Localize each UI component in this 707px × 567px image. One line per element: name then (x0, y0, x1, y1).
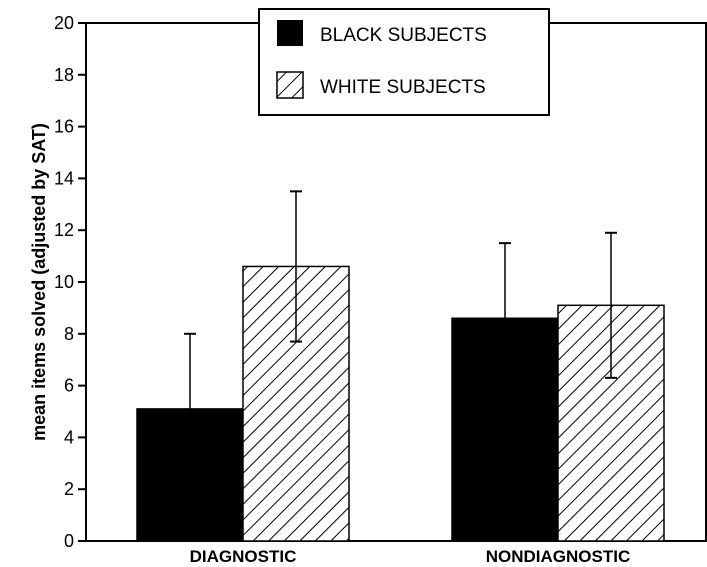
y-tick-label-18: 18 (54, 65, 74, 85)
y-tick-label-12: 12 (54, 220, 74, 240)
legend-swatch-white (276, 71, 304, 99)
y-tick-label-4: 4 (64, 427, 74, 447)
y-tick-label-6: 6 (64, 376, 74, 396)
legend: BLACK SUBJECTS WHITE SUBJECTS (258, 8, 550, 116)
y-tick-label-14: 14 (54, 168, 74, 188)
legend-box (258, 8, 550, 116)
y-axis: 0 2 4 6 8 10 12 14 16 18 20 (54, 13, 86, 551)
y-tick-label-16: 16 (54, 117, 74, 137)
y-axis-title: mean items solved (adjusted by SAT) (29, 123, 49, 441)
x-category-label-diagnostic: DIAGNOSTIC (190, 547, 297, 566)
x-axis-labels: DIAGNOSTIC NONDIAGNOSTIC (190, 547, 631, 566)
y-tick-label-8: 8 (64, 324, 74, 344)
legend-swatch-black (277, 20, 303, 46)
y-tick-label-20: 20 (54, 13, 74, 33)
x-category-label-nondiagnostic: NONDIAGNOSTIC (486, 547, 631, 566)
bar-nondiagnostic-black (451, 317, 559, 542)
bar-diagnostic-black (136, 408, 244, 542)
legend-label-black: BLACK SUBJECTS (320, 25, 487, 46)
error-bars (184, 190, 617, 409)
bars (136, 265, 665, 542)
y-tick-label-10: 10 (54, 272, 74, 292)
legend-label-white: WHITE SUBJECTS (320, 77, 486, 98)
y-tick-label-0: 0 (64, 531, 74, 551)
y-tick-label-2: 2 (64, 479, 74, 499)
